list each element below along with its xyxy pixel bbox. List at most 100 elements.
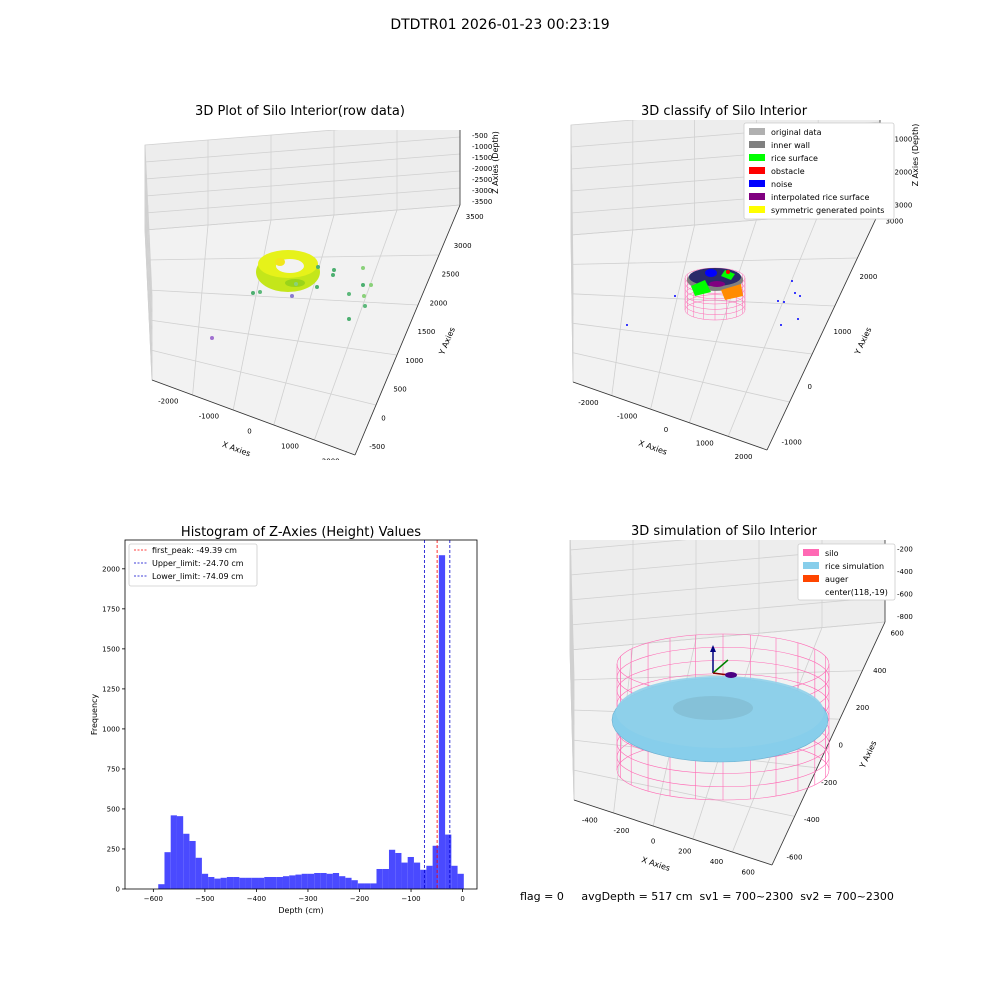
raw-y-tick-label: 2000 (430, 299, 448, 307)
histogram-bar (295, 874, 302, 889)
raw-back-pane (145, 130, 460, 230)
histogram-bar (170, 815, 177, 889)
simulation-legend-label: auger (825, 575, 849, 584)
classify-noise-point (626, 324, 628, 326)
classify-legend-label: obstacle (771, 167, 805, 176)
raw-y-tick-label: 1500 (418, 328, 436, 336)
raw-z-tick-label: -1000 (472, 143, 492, 151)
simulation-x-tick-label: 600 (742, 869, 755, 877)
histogram-bar (438, 555, 446, 889)
figure-title: DTDTR01 2026-01-23 00:23:19 (390, 17, 610, 33)
histogram-bar (357, 883, 365, 889)
histogram-bar (376, 868, 383, 889)
simulation-y-tick-label: 400 (873, 667, 886, 675)
classify-noise-point (780, 324, 782, 326)
histogram-bar (270, 876, 277, 889)
histogram-frame (124, 539, 478, 890)
histogram-bar (432, 845, 439, 889)
raw-plot-title: 3D Plot of Silo Interior(row data) (195, 104, 405, 119)
raw-point (362, 294, 366, 298)
histogram-bar (451, 865, 458, 889)
simulation-legend-frame (797, 543, 896, 601)
histogram-x-tick-label: −100 (401, 895, 420, 903)
histogram-bar (226, 876, 234, 889)
raw-point-cloud (210, 250, 373, 340)
classify-legend: original data inner wall rice surface obsta… (743, 122, 895, 220)
classify-x-axis-label: X Axies (637, 439, 668, 457)
histogram-y-tick-label: 1750 (102, 605, 120, 613)
raw-point (369, 283, 373, 287)
simulation-grid-line (573, 769, 795, 817)
histogram-legend-label: Upper_limit: -24.70 cm (152, 559, 244, 568)
classify-legend-label: original data (771, 128, 822, 137)
simulation-y-tick-label: 0 (839, 742, 843, 750)
simulation-y-tick-label: -200 (821, 779, 837, 787)
raw-y-tick-label: 500 (393, 386, 406, 394)
histogram-legend-label: Lower_limit: -74.09 cm (152, 572, 244, 581)
histogram-x-tick-label: −200 (350, 895, 369, 903)
classify-3d-plot: -2000-1000010002000-100001000200030000-1… (570, 120, 920, 460)
simulation-x-tick-label: -200 (614, 827, 630, 835)
raw-grid-line (144, 187, 461, 364)
classify-grid-line (572, 352, 790, 403)
raw-grid-line (144, 153, 461, 330)
histogram-bar (395, 852, 402, 889)
classify-y-tick-label: 0 (808, 383, 812, 391)
classify-noise-point (791, 280, 793, 282)
histogram-y-axis-label: Frequency (90, 694, 99, 736)
classify-noise-cluster (705, 269, 717, 277)
histogram-y-tick-label: 0 (116, 886, 120, 894)
raw-point (315, 285, 319, 289)
simulation-grid-line (569, 596, 886, 776)
simulation-z-tick-label: -200 (897, 545, 913, 553)
simulation-z-tick-label: -600 (897, 590, 913, 598)
classify-y-axis-label: Y Axies (853, 326, 874, 357)
simulation-grid-line (569, 621, 886, 801)
height-histogram: Histogram of Z-Axies (Height) Values −600… (90, 525, 478, 915)
raw-grid-line (144, 170, 461, 347)
simulation-legend-swatch (803, 575, 819, 582)
histogram-bar (233, 876, 240, 889)
histogram-bar (176, 816, 184, 889)
classify-legend-swatch (749, 206, 765, 213)
raw-y-tick-label: 3500 (466, 213, 484, 221)
simulation-legend: silo rice simulation auger center(118,-19) (797, 543, 896, 601)
classify-noise-point (783, 301, 785, 303)
raw-point (347, 317, 351, 321)
classify-legend-swatch (749, 167, 765, 174)
raw-x-axis-label: X Axies (221, 440, 252, 459)
raw-grid-line (314, 209, 398, 441)
histogram-bar (214, 878, 221, 889)
classify-interpolated-surface (709, 281, 725, 287)
classify-noise-point (794, 292, 796, 294)
histogram-x-tick-label: −300 (298, 895, 317, 903)
raw-grid-line (192, 224, 209, 396)
raw-axes-box: -2000 -1000 0 1000 2000 -500 0 500 1000 1500 2000 2… (144, 130, 500, 460)
classify-z-tick-label: -3000 (892, 202, 912, 210)
classify-z-tick-label: -2000 (892, 169, 912, 177)
classify-legend-swatch (749, 154, 765, 161)
histogram-bar (445, 834, 452, 889)
histogram-bar (189, 840, 196, 889)
histogram-bar (457, 873, 464, 889)
simulation-y-tick-label: 200 (856, 704, 869, 712)
raw-grid-line (150, 349, 377, 406)
raw-z-tick-label: -3000 (472, 187, 492, 195)
classify-x-axis-line (572, 381, 768, 451)
raw-x-tick-label: 1000 (281, 443, 299, 451)
histogram-bar (320, 872, 327, 889)
classify-noise-point (797, 318, 799, 320)
classify-y-tick-label: 1000 (834, 328, 852, 336)
classify-floor-pane (571, 210, 880, 450)
histogram-bar (276, 876, 283, 889)
histogram-bar (382, 868, 389, 889)
classify-legend-swatch (749, 180, 765, 187)
histogram-bar (289, 875, 296, 889)
simulation-grid-line (569, 571, 886, 751)
classify-y-tick-label: 3000 (885, 218, 903, 226)
histogram-bars (158, 555, 464, 889)
raw-point (347, 292, 351, 296)
classify-rice-surface (691, 280, 711, 296)
histogram-bar (345, 877, 352, 889)
simulation-grid-line (569, 540, 575, 676)
